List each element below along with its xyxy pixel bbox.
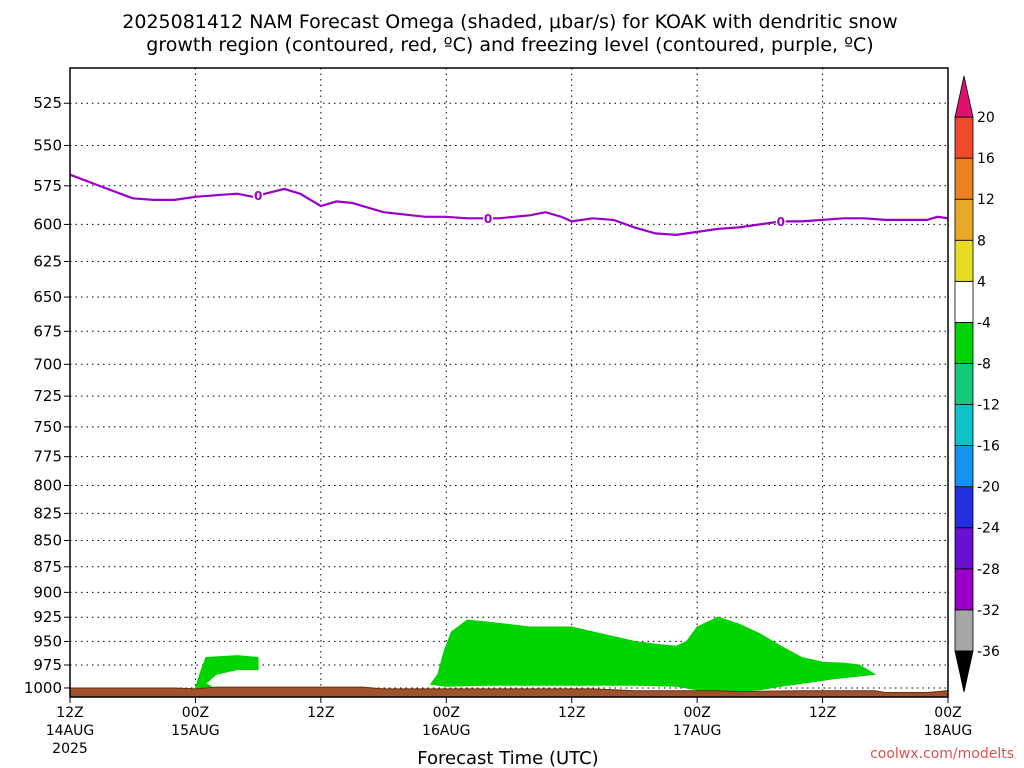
y-tick-label: 950 [33, 632, 62, 650]
plot-area [70, 68, 948, 697]
colorbar-swatch [954, 280, 974, 323]
x-tick-label: 2025 [52, 741, 88, 757]
omega-shading [194, 616, 877, 694]
freezing-level-label: 0 [484, 212, 492, 226]
x-tick-label: 12Z [56, 705, 83, 721]
terrain-layer [69, 686, 949, 698]
colorbar-swatch [954, 486, 974, 529]
colorbar-tick-label: -32 [977, 603, 1000, 619]
x-tick-label: 12Z [307, 705, 334, 721]
credit-text: coolwx.com/modelts [870, 746, 1014, 762]
colorbar-tick-label: 20 [977, 110, 995, 126]
y-tick-label: 650 [33, 288, 62, 306]
colorbar-tick-label: 8 [977, 233, 986, 249]
colorbar-swatch [954, 568, 974, 611]
y-tick-label: 825 [33, 504, 62, 522]
x-tick-label: 00Z [182, 705, 209, 721]
y-tick-label: 925 [33, 608, 62, 626]
y-tick-label: 700 [33, 355, 62, 373]
y-tick-label: 800 [33, 476, 62, 494]
y-tick-label: 725 [33, 387, 62, 405]
colorbar-tick-label: -4 [977, 315, 991, 331]
x-tick-label: 16AUG [422, 723, 471, 739]
colorbar-swatch [954, 321, 974, 364]
x-tick-label: 18AUG [924, 723, 973, 739]
colorbar-swatch [954, 157, 974, 200]
x-tick-label: 14AUG [46, 723, 95, 739]
y-tick-label: 575 [33, 177, 62, 195]
colorbar-lower-arrow [954, 650, 974, 693]
colorbar-tick-label: -12 [977, 398, 1000, 414]
freezing-level-label: 0 [254, 189, 262, 203]
colorbar-swatch [954, 363, 974, 405]
colorbar: -36 -32 -28 -24 -20 -16 -12 -8 -4 4 8 12 16 20 [954, 75, 1000, 693]
colorbar-tick-label: -20 [977, 480, 1000, 496]
x-tick-label: 12Z [809, 705, 836, 721]
y-axis-ticks: 525 550 575 600 625 650 675 700 725 750 775 800 825 8… [24, 94, 70, 697]
chart-title-line2: growth region (contoured, red, ºC) and f… [146, 34, 873, 56]
x-axis-ticks: 12Z 14AUG 2025 00Z 15AUG 12Z 00Z 16AUG 12Z 00Z 17A… [46, 697, 973, 757]
omega-region [429, 616, 877, 694]
colorbar-tick-label: -28 [977, 562, 1000, 578]
colorbar-swatch [954, 404, 974, 446]
terrain-fill [69, 686, 949, 698]
omega-region [194, 655, 259, 691]
colorbar-swatch [954, 198, 974, 241]
freezing-label-bg [775, 214, 786, 229]
y-tick-label: 900 [33, 583, 62, 601]
chart-title-line1: 2025081412 NAM Forecast Omega (shaded, μ… [122, 11, 897, 33]
y-tick-label: 525 [33, 94, 62, 112]
y-tick-label: 1000 [24, 679, 62, 697]
colorbar-swatch [954, 445, 974, 488]
x-tick-label: 15AUG [171, 723, 220, 739]
y-tick-label: 550 [33, 136, 62, 154]
colorbar-swatch [954, 116, 974, 159]
y-tick-label: 625 [33, 252, 62, 270]
freezing-level-line [69, 173, 949, 237]
y-tick-label: 975 [33, 656, 62, 674]
x-tick-label: 00Z [433, 705, 460, 721]
x-tick-label: 17AUG [673, 723, 722, 739]
x-tick-label: 12Z [558, 705, 585, 721]
colorbar-upper-arrow [954, 75, 974, 118]
freezing-label-bg [253, 188, 264, 203]
colorbar-tick-label: 12 [977, 192, 995, 208]
colorbar-tick-label: -16 [977, 439, 1000, 455]
colorbar-swatch [954, 239, 974, 282]
plot-frame [69, 67, 949, 698]
y-tick-label: 675 [33, 322, 62, 340]
colorbar-tick-label: 4 [977, 274, 986, 290]
y-tick-label: 600 [33, 215, 62, 233]
colorbar-tick-label: -24 [977, 521, 1000, 537]
colorbar-tick-label: -8 [977, 356, 991, 372]
y-tick-label: 850 [33, 531, 62, 549]
y-tick-label: 750 [33, 418, 62, 436]
freezing-level-contour: 0 0 0 [69, 173, 949, 237]
y-tick-label: 875 [33, 558, 62, 576]
x-tick-label: 00Z [934, 705, 961, 721]
freezing-label-bg [483, 211, 494, 226]
y-tick-label: 775 [33, 448, 62, 466]
colorbar-swatch [954, 609, 974, 652]
freezing-level-label: 0 [777, 215, 785, 229]
x-tick-label: 00Z [683, 705, 710, 721]
colorbar-tick-label: 16 [977, 151, 995, 167]
x-gridlines [194, 68, 824, 697]
colorbar-tick-label: -36 [977, 644, 1000, 660]
x-axis-label: Forecast Time (UTC) [417, 748, 598, 768]
colorbar-swatch [954, 527, 974, 570]
